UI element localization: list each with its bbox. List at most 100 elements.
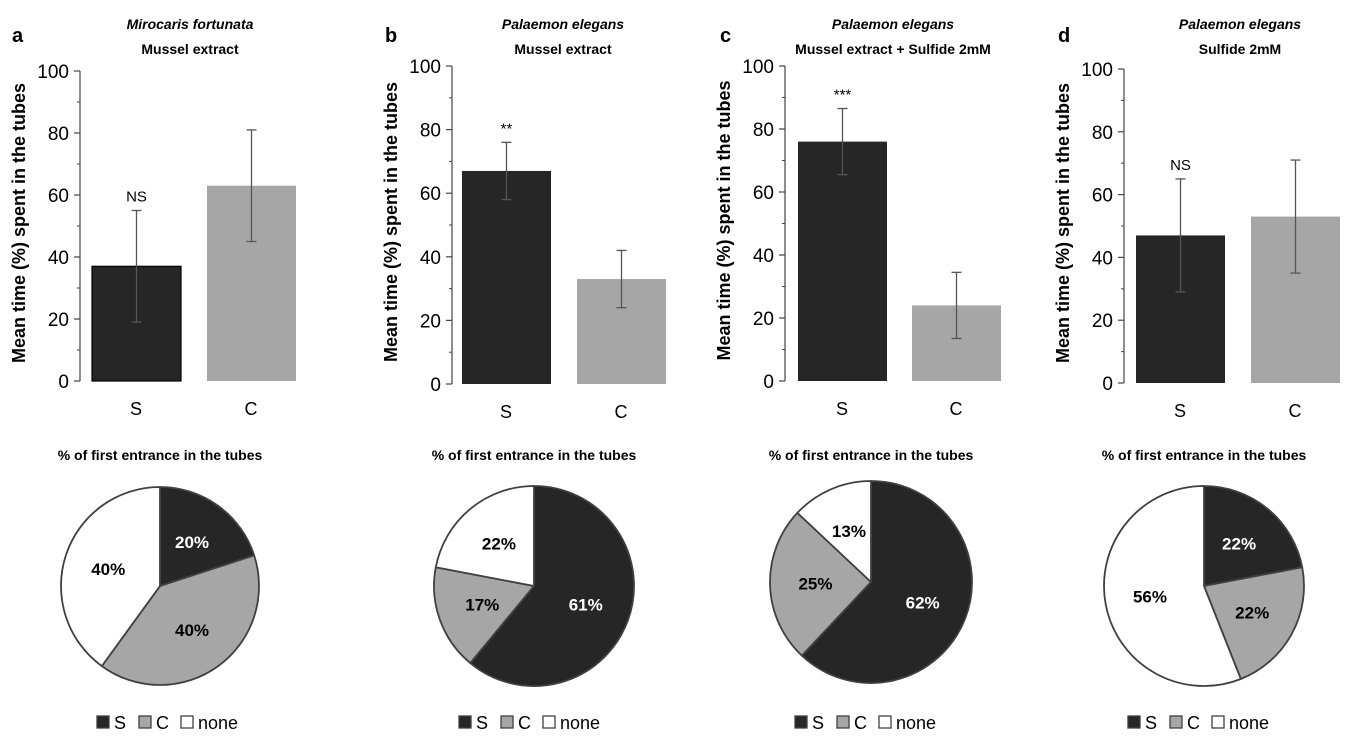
legend-label-C: C xyxy=(854,713,867,733)
x-tick-label-C: C xyxy=(1289,401,1302,421)
legend-swatch-C xyxy=(1169,715,1183,729)
pie-title: % of first entrance in the tubes xyxy=(769,447,974,463)
legend-label-S: S xyxy=(114,713,126,733)
legend-swatch-none xyxy=(180,715,194,729)
pie-label-none: 13% xyxy=(832,522,866,541)
significance-label: NS xyxy=(126,189,147,206)
pie-label-C: 22% xyxy=(1235,603,1269,622)
legend-swatch-S xyxy=(1127,715,1141,729)
pie-label-none: 22% xyxy=(482,535,516,554)
legend-swatch-none xyxy=(878,715,892,729)
panel-letter: c xyxy=(720,25,731,47)
panel-letter: a xyxy=(12,25,24,47)
pie-slice-S xyxy=(159,486,256,587)
pie-title: % of first entrance in the tubes xyxy=(432,447,637,463)
y-tick-label: 0 xyxy=(1102,374,1113,395)
y-tick-label: 60 xyxy=(1092,186,1113,207)
x-tick-label-C: C xyxy=(950,399,963,419)
legend-swatch-S xyxy=(458,715,472,729)
y-tick-label: 40 xyxy=(753,246,774,267)
legend-label-none: none xyxy=(1229,713,1269,733)
y-tick-label: 80 xyxy=(48,124,69,145)
legend-swatch-C xyxy=(836,715,850,729)
y-tick-label: 40 xyxy=(48,248,69,269)
y-tick-label: 80 xyxy=(1092,123,1113,144)
pie-slice-S xyxy=(1203,485,1304,587)
legend-label-C: C xyxy=(1187,713,1200,733)
y-tick-label: 20 xyxy=(420,311,441,332)
pie-slice-none xyxy=(796,480,872,583)
pie-slice-none xyxy=(434,485,535,587)
panel-title: Sulfide 2mM xyxy=(1199,41,1281,57)
pie-slice-S xyxy=(469,485,635,687)
pie-slice-C xyxy=(100,554,260,686)
significance-label: NS xyxy=(1170,157,1191,174)
panel-title-species: Mirocaris fortunata xyxy=(127,16,254,32)
legend-swatch-C xyxy=(138,715,152,729)
y-tick-label: 80 xyxy=(753,120,774,141)
y-tick-label: 60 xyxy=(48,186,69,207)
y-axis-label: Mean time (%) spent in the tubes xyxy=(9,83,29,363)
y-tick-label: 100 xyxy=(742,57,774,78)
y-tick-label: 80 xyxy=(420,121,441,142)
panel-b: b Palaemon elegans Mussel extract 0 20 40 60 80… xyxy=(381,16,666,733)
y-tick-label: 100 xyxy=(37,62,69,83)
pie-label-none: 56% xyxy=(1133,587,1167,606)
y-tick-label: 60 xyxy=(420,184,441,205)
pie-slice-C xyxy=(433,566,535,664)
pie-slice-none xyxy=(1103,485,1242,687)
bar-S xyxy=(798,141,887,381)
pie-label-S: 61% xyxy=(569,596,603,615)
legend-label-S: S xyxy=(1145,713,1157,733)
y-tick-label: 100 xyxy=(409,57,441,78)
y-tick-label: 40 xyxy=(420,248,441,269)
legend-swatch-none xyxy=(542,715,556,729)
y-axis-label: Mean time (%) spent in the tubes xyxy=(381,82,401,362)
legend-swatch-S xyxy=(96,715,110,729)
y-tick-label: 0 xyxy=(430,375,441,396)
panel-title-species: Palaemon elegans xyxy=(502,16,624,32)
panel-title: Mussel extract xyxy=(141,41,239,57)
panel-title: Mussel extract xyxy=(514,41,612,57)
x-tick-label-S: S xyxy=(1174,401,1186,421)
pie-label-C: 25% xyxy=(798,575,832,594)
y-tick-label: 0 xyxy=(58,372,69,393)
legend-swatch-S xyxy=(794,715,808,729)
y-tick-label: 20 xyxy=(753,309,774,330)
panel-a: a Mirocaris fortunata Mussel extract 0 20 40 6… xyxy=(9,16,296,733)
y-axis-label: Mean time (%) spent in the tubes xyxy=(1053,83,1073,363)
pie-label-C: 40% xyxy=(175,621,209,640)
legend-swatch-none xyxy=(1211,715,1225,729)
panel-d: d Palaemon elegans Sulfide 2mM 0 20 40 60 80 100… xyxy=(1053,16,1340,733)
panel-letter: d xyxy=(1058,25,1070,47)
legend-swatch-C xyxy=(500,715,514,729)
legend-label-none: none xyxy=(560,713,600,733)
y-tick-label: 0 xyxy=(763,372,774,393)
pie-label-C: 17% xyxy=(465,596,499,615)
significance-label: ** xyxy=(501,120,513,137)
x-tick-label-C: C xyxy=(615,402,628,422)
legend-label-none: none xyxy=(896,713,936,733)
y-tick-label: 40 xyxy=(1092,248,1113,269)
x-tick-label-C: C xyxy=(245,399,258,419)
legend-label-S: S xyxy=(476,713,488,733)
legend-label-S: S xyxy=(812,713,824,733)
y-axis-label: Mean time (%) spent in the tubes xyxy=(714,80,734,360)
x-tick-label-S: S xyxy=(500,402,512,422)
pie-title: % of first entrance in the tubes xyxy=(1102,447,1307,463)
significance-label: *** xyxy=(834,87,852,104)
legend-label-C: C xyxy=(156,713,169,733)
x-tick-label-S: S xyxy=(130,399,142,419)
y-tick-label: 60 xyxy=(753,183,774,204)
pie-title: % of first entrance in the tubes xyxy=(58,447,263,463)
panel-letter: b xyxy=(385,25,397,47)
y-tick-label: 20 xyxy=(48,310,69,331)
legend-label-C: C xyxy=(518,713,531,733)
pie-label-S: 20% xyxy=(175,533,209,552)
pie-label-S: 62% xyxy=(906,593,940,612)
bar-S xyxy=(462,170,551,384)
panel-title: Mussel extract + Sulfide 2mM xyxy=(795,41,991,57)
pie-label-S: 22% xyxy=(1222,535,1256,554)
pie-slice-S xyxy=(800,480,973,684)
